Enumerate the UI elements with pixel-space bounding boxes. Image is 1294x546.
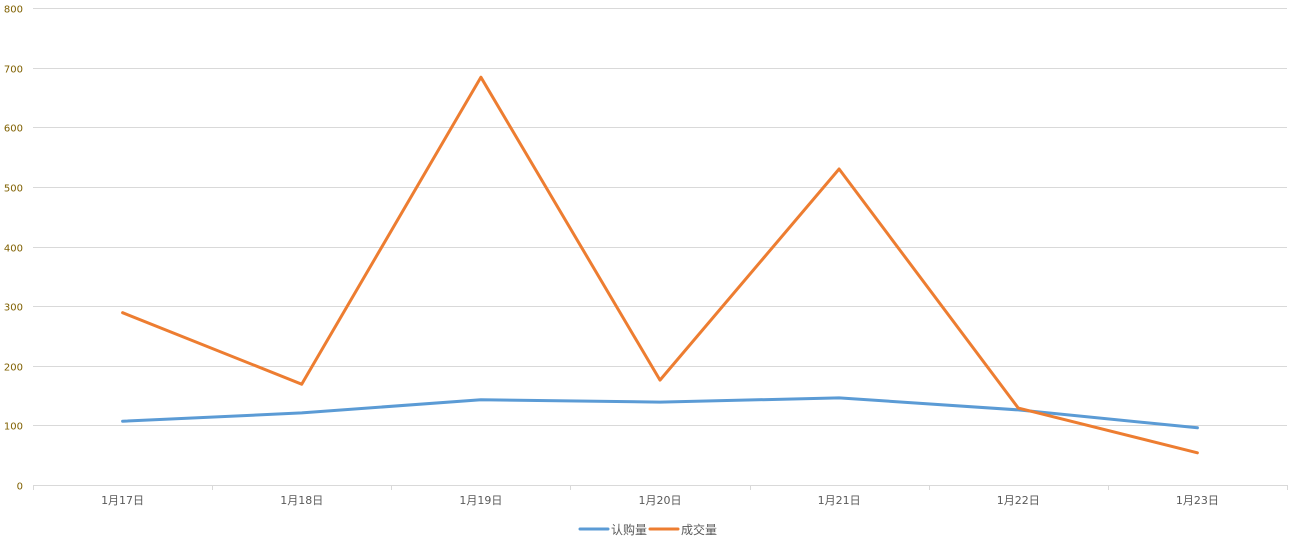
y-tick-label: 700 [4, 65, 23, 76]
x-tick-label: 1月18日 [280, 494, 323, 507]
y-tick-label: 0 [17, 482, 23, 493]
legend-label-1: 成交量 [681, 522, 717, 537]
x-tick-label: 1月19日 [459, 494, 502, 507]
y-tick-label: 500 [4, 184, 23, 195]
x-tick-label: 1月21日 [818, 494, 861, 507]
y-tick-label: 400 [4, 244, 23, 255]
x-tick-label: 1月23日 [1176, 494, 1219, 507]
series-line-1 [121, 75, 1199, 455]
series-line-0 [121, 396, 1199, 430]
y-tick-label: 200 [4, 363, 23, 374]
x-tick-label: 1月17日 [101, 494, 144, 507]
y-tick-label: 600 [4, 124, 23, 135]
y-tick-label: 300 [4, 303, 23, 314]
x-tick-label: 1月22日 [997, 494, 1040, 507]
legend-label-0: 认购量 [611, 522, 647, 537]
x-tick-label: 1月20日 [639, 494, 682, 507]
y-tick-label: 800 [4, 5, 23, 16]
y-tick-label: 100 [4, 422, 23, 433]
